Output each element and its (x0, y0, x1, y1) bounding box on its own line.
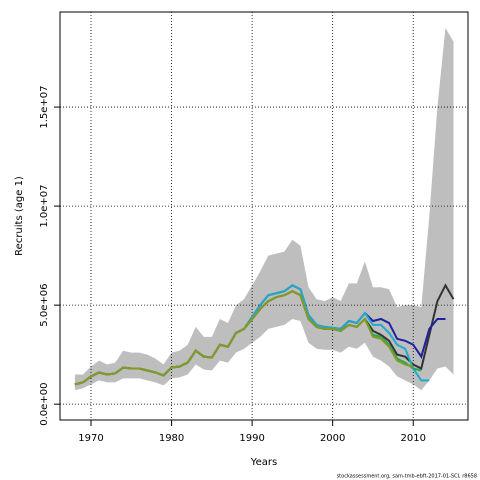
y-tick-label: 5.0e+06 (39, 284, 50, 327)
x-tick-label: 2000 (320, 433, 345, 444)
x-tick-label: 1980 (159, 433, 184, 444)
y-tick-label: 1.5e+07 (39, 85, 50, 128)
x-tick-label: 1990 (239, 433, 264, 444)
y-tick-label: 0.0e+00 (39, 383, 50, 426)
y-tick-label: 1.0e+07 (39, 185, 50, 228)
series-line (74, 290, 414, 386)
x-tick-label: 2010 (400, 433, 425, 444)
footnote: stockassessment.org, sam-tmb-ebft-2017-0… (337, 474, 477, 480)
plot-frame (59, 11, 469, 421)
x-axis-label: Years (250, 457, 277, 468)
y-axis-label: Recruits (age 1) (14, 176, 25, 256)
x-tick-label: 1970 (78, 433, 103, 444)
confidence-band (74, 27, 454, 391)
